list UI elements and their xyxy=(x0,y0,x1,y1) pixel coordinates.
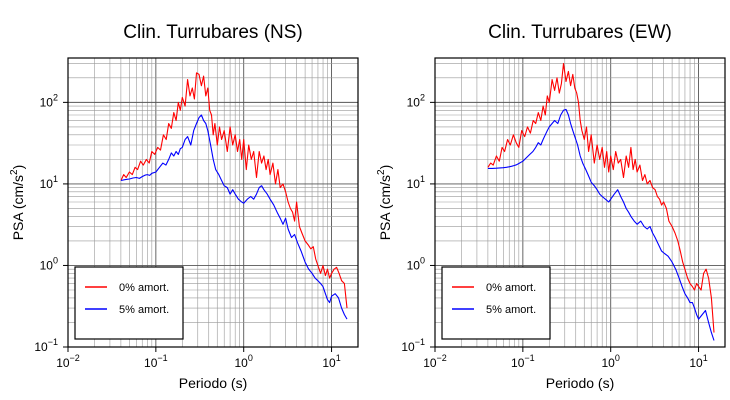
legend-label: 0% amort. xyxy=(119,282,169,294)
legend: 0% amort. 5% amort. xyxy=(75,267,183,339)
legend-box xyxy=(75,267,183,339)
y-axis-label: PSA (cm/s2) xyxy=(9,165,26,241)
legend-label: 5% amort. xyxy=(119,304,169,316)
y-axis-label: PSA (cm/s2) xyxy=(376,165,393,241)
chart-title: Clin. Turrubares (NS) xyxy=(123,22,303,43)
x-axis-label: Periodo (s) xyxy=(546,375,614,391)
legend: 0% amort. 5% amort. xyxy=(442,267,550,339)
legend-label: 5% amort. xyxy=(486,304,536,316)
legend-label: 0% amort. xyxy=(486,282,536,294)
legend-box xyxy=(442,267,550,339)
chart-title: Clin. Turrubares (EW) xyxy=(488,22,672,43)
x-axis-label: Periodo (s) xyxy=(179,375,247,391)
